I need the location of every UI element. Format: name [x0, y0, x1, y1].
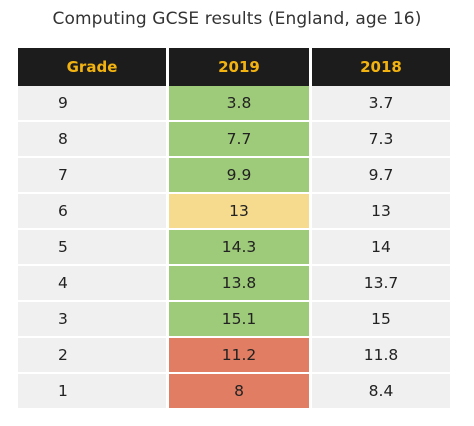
table-row: 3 15.1 15: [18, 302, 450, 338]
value-2018-cell: 11.8: [312, 338, 450, 372]
grade-cell: 1: [18, 374, 166, 408]
results-table: Grade 2019 2018 9 3.8 3.7 8 7.7 7.3 7 9.9 9.7 6 13…: [18, 48, 450, 410]
value-2019-cell: 11.2: [169, 338, 309, 372]
value-2019-cell: 9.9: [169, 158, 309, 192]
value-2019-cell: 8: [169, 374, 309, 408]
grade-cell: 2: [18, 338, 166, 372]
header-grade: Grade: [18, 48, 166, 86]
table-row: 6 13 13: [18, 194, 450, 230]
header-2019: 2019: [169, 48, 309, 86]
value-2018-cell: 7.3: [312, 122, 450, 156]
value-2018-cell: 9.7: [312, 158, 450, 192]
table-row: 4 13.8 13.7: [18, 266, 450, 302]
table-row: 9 3.8 3.7: [18, 86, 450, 122]
grade-cell: 4: [18, 266, 166, 300]
grade-cell: 8: [18, 122, 166, 156]
table-row: 2 11.2 11.8: [18, 338, 450, 374]
value-2018-cell: 13: [312, 194, 450, 228]
value-2019-cell: 14.3: [169, 230, 309, 264]
value-2018-cell: 15: [312, 302, 450, 336]
table-row: 1 8 8.4: [18, 374, 450, 410]
value-2018-cell: 8.4: [312, 374, 450, 408]
grade-cell: 5: [18, 230, 166, 264]
header-2018: 2018: [312, 48, 450, 86]
table-row: 5 14.3 14: [18, 230, 450, 266]
grade-cell: 7: [18, 158, 166, 192]
table-row: 8 7.7 7.3: [18, 122, 450, 158]
table-header-row: Grade 2019 2018: [18, 48, 450, 86]
grade-cell: 6: [18, 194, 166, 228]
value-2019-cell: 13.8: [169, 266, 309, 300]
value-2018-cell: 3.7: [312, 86, 450, 120]
table-body: 9 3.8 3.7 8 7.7 7.3 7 9.9 9.7 6 13 13 5 14.3 14 4 13.8 13…: [18, 86, 450, 410]
value-2019-cell: 3.8: [169, 86, 309, 120]
value-2019-cell: 15.1: [169, 302, 309, 336]
value-2018-cell: 14: [312, 230, 450, 264]
chart-title: Computing GCSE results (England, age 16): [52, 9, 422, 29]
grade-cell: 3: [18, 302, 166, 336]
grade-cell: 9: [18, 86, 166, 120]
value-2019-cell: 7.7: [169, 122, 309, 156]
table-row: 7 9.9 9.7: [18, 158, 450, 194]
value-2019-cell: 13: [169, 194, 309, 228]
value-2018-cell: 13.7: [312, 266, 450, 300]
